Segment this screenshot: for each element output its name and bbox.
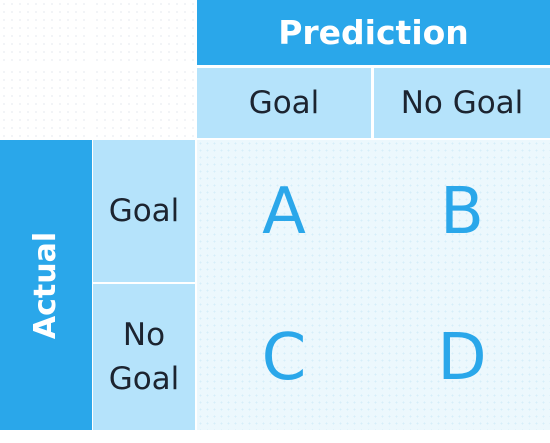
row-header-no-goal-line2: Goal	[108, 361, 180, 397]
matrix-cell-c: C	[197, 286, 371, 430]
column-header-goal-text: Goal	[248, 85, 320, 121]
column-header-no-goal-text: No Goal	[400, 85, 524, 121]
corner-blank-top-mid	[93, 0, 195, 65]
corner-blank-row2-left	[0, 68, 90, 138]
matrix-cell-c-text: C	[261, 321, 307, 395]
column-header-goal: Goal	[197, 68, 371, 138]
row-header-no-goal-line1: No	[122, 317, 166, 353]
prediction-header: Prediction	[197, 0, 550, 65]
column-header-no-goal: No Goal	[374, 68, 550, 138]
matrix-body	[197, 140, 550, 430]
matrix-cell-a: A	[197, 140, 371, 284]
actual-header-text: Actual	[28, 231, 64, 339]
corner-blank-top-left	[0, 0, 90, 65]
matrix-cell-b: B	[374, 140, 550, 284]
corner-blank-row2-mid	[93, 68, 195, 138]
matrix-cell-b-text: B	[440, 175, 484, 249]
matrix-cell-a-text: A	[262, 175, 306, 249]
matrix-cell-d-text: D	[437, 321, 487, 395]
row-header-goal: Goal	[93, 140, 195, 282]
matrix-cell-d: D	[374, 286, 550, 430]
actual-header: Actual	[0, 140, 92, 430]
row-header-no-goal: No Goal	[93, 284, 195, 430]
prediction-header-text: Prediction	[278, 13, 469, 52]
row-header-goal-text: Goal	[108, 193, 180, 229]
